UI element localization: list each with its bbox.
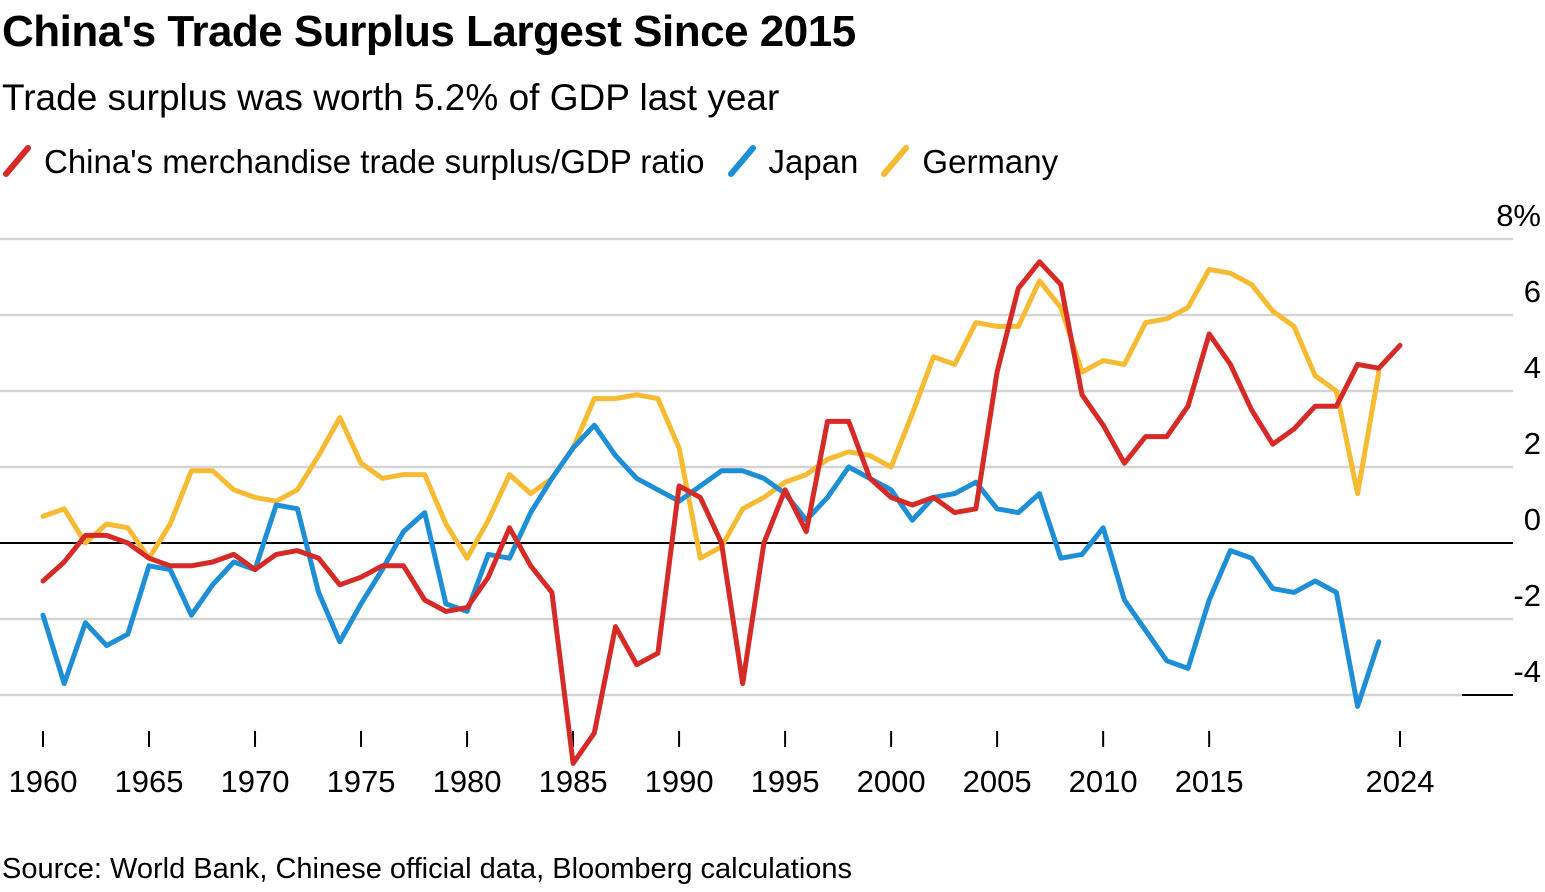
x-tick-label: 2024 <box>1366 764 1435 799</box>
y-tick-label: 2 <box>1524 426 1541 461</box>
y-tick-label: 6 <box>1524 274 1541 309</box>
x-tick-label: 1980 <box>433 764 502 799</box>
x-tick-label: 1960 <box>9 764 78 799</box>
series-line-germany <box>40 266 1382 561</box>
x-tick-label: 2010 <box>1069 764 1138 799</box>
y-tick-label: 4 <box>1524 350 1541 385</box>
y-tick-label: -2 <box>1513 578 1541 613</box>
x-tick-label: 2005 <box>963 764 1032 799</box>
legend-swatch-japan <box>727 145 756 177</box>
x-tick-label: 1975 <box>327 764 396 799</box>
legend-item-germany: Germany <box>880 142 1058 182</box>
y-tick-label: 0 <box>1524 502 1541 537</box>
series-line-japan <box>40 422 1382 709</box>
chart-title: China's Trade Surplus Largest Since 2015 <box>2 7 856 56</box>
legend-item-china: China's merchandise trade surplus/GDP ra… <box>2 142 705 182</box>
legend-label-japan: Japan <box>768 143 859 180</box>
legend-swatch-china <box>3 145 31 177</box>
series-line-chinas <box>40 259 1403 766</box>
legend-swatch-germany <box>881 145 910 177</box>
x-tick-label: 1965 <box>115 764 184 799</box>
x-tick-label: 1990 <box>645 764 714 799</box>
y-tick-label: -4 <box>1513 654 1541 689</box>
x-tick-label: 1995 <box>751 764 820 799</box>
x-tick-label: 2015 <box>1175 764 1244 799</box>
x-tick-label: 1985 <box>539 764 608 799</box>
x-tick-label: 2000 <box>857 764 926 799</box>
x-tick-label: 1970 <box>221 764 290 799</box>
legend-item-japan: Japan <box>727 142 859 182</box>
chart-subtitle: Trade surplus was worth 5.2% of GDP last… <box>2 77 780 118</box>
legend-label-china: China's merchandise trade surplus/GDP ra… <box>44 143 705 180</box>
y-tick-label: 8% <box>1496 198 1541 233</box>
source-note: Source: World Bank, Chinese official dat… <box>2 853 853 885</box>
legend-label-germany: Germany <box>922 143 1059 180</box>
legend: China's merchandise trade surplus/GDP ra… <box>2 140 1080 184</box>
